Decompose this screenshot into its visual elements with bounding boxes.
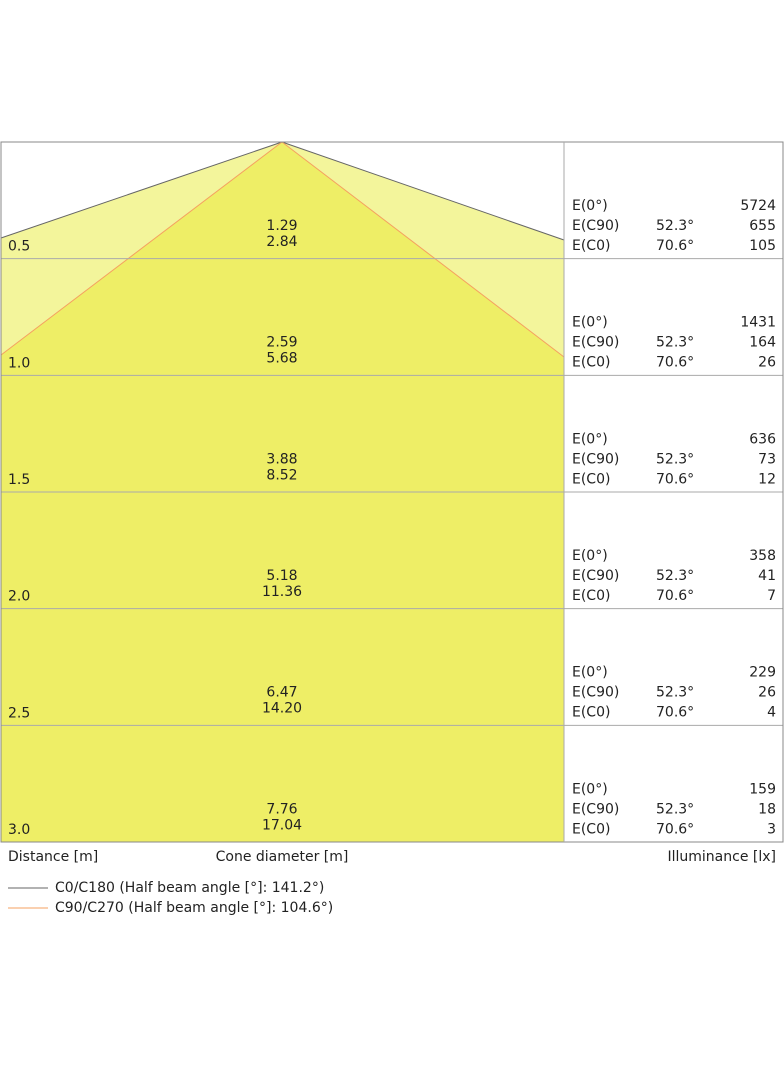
c90-line [281,141,565,358]
angle: 70.6° [656,705,694,721]
illuminance: 105 [749,238,776,254]
illuminance: 7 [767,588,776,604]
illuminance: 655 [749,218,776,234]
c0-line [281,141,565,241]
illuminance: 1431 [740,315,776,331]
angle: 70.6° [656,471,694,487]
legend: C0/C180 (Half beam angle [°]: 141.2°) C90… [8,880,333,916]
row-label: E(C0) [572,471,610,487]
distance: 2.0 [8,589,30,605]
row-label: E(0°) [572,431,608,447]
illuminance: 3 [767,821,776,837]
row-label: E(0°) [572,315,608,331]
row-label: E(0°) [572,665,608,681]
distance: 0.5 [8,239,30,255]
illuminance: 18 [758,801,776,817]
illuminance: 229 [749,665,776,681]
row-label: E(C90) [572,218,619,234]
cone-value: 6.47 [266,685,297,701]
c90-line [0,141,283,356]
angle: 52.3° [656,685,694,701]
footer-label: Cone diameter [m] [216,849,349,865]
illuminance: 4 [767,705,776,721]
row-label: E(0°) [572,781,608,797]
illuminance: 636 [749,431,776,447]
cone-value: 17.04 [262,817,302,833]
illuminance: 26 [758,685,776,701]
footer-label: Distance [m] [8,849,98,865]
cone-value: 2.59 [266,335,297,351]
legend-label: C0/C180 (Half beam angle [°]: 141.2°) [55,880,324,896]
row-label: E(C0) [572,238,610,254]
row-label: E(C0) [572,821,610,837]
illuminance: 26 [758,355,776,371]
angle: 52.3° [656,801,694,817]
illuminance: 73 [758,451,776,467]
footer-label: Illuminance [lx] [668,849,777,865]
cone-value: 5.68 [266,351,297,367]
distance: 2.5 [8,705,30,721]
row-label: E(0°) [572,198,608,214]
row-label: E(C0) [572,355,610,371]
frame [0,141,784,843]
distance: 3.0 [8,822,30,838]
cone-value: 3.88 [266,451,297,467]
illuminance: 159 [749,781,776,797]
row-label: E(C90) [572,335,619,351]
angle: 52.3° [656,451,694,467]
row-label: E(C90) [572,451,619,467]
angle: 70.6° [656,821,694,837]
angle: 52.3° [656,568,694,584]
row-label: E(C90) [572,685,619,701]
distance: 1.5 [8,472,30,488]
illuminance: 41 [758,568,776,584]
cone-value: 11.36 [262,584,302,600]
angle: 70.6° [656,588,694,604]
rows: 0.5 1.292.84 E(0°) 5724 E(C90) 52.3° 655 E(C0) 7… [1,198,783,838]
row-label: E(C0) [572,588,610,604]
row-label: E(0°) [572,548,608,564]
cone-value: 5.18 [266,568,297,584]
angle: 52.3° [656,218,694,234]
illuminance: 5724 [740,198,776,214]
angle: 52.3° [656,335,694,351]
c0-line [0,141,283,239]
illuminance: 12 [758,471,776,487]
row-label: E(C90) [572,801,619,817]
row-label: E(C0) [572,705,610,721]
illuminance: 358 [749,548,776,564]
cone-value: 2.84 [266,234,297,250]
cone-value: 1.29 [266,218,297,234]
angle: 70.6° [656,355,694,371]
distance: 1.0 [8,355,30,371]
legend-label: C90/C270 (Half beam angle [°]: 104.6°) [55,900,333,916]
illuminance: 164 [749,335,776,351]
row-label: E(C90) [572,568,619,584]
cone-value: 14.20 [262,701,302,717]
cone-value: 7.76 [266,801,297,817]
angle: 70.6° [656,238,694,254]
cone-value: 8.52 [266,467,297,483]
